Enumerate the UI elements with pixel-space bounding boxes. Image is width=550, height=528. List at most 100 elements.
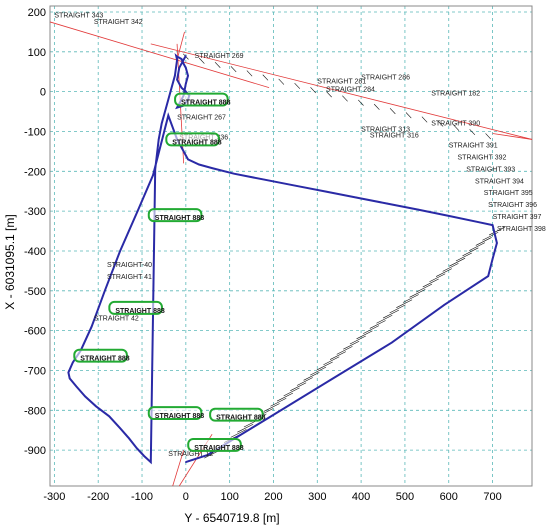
- segment-tick: [421, 116, 428, 123]
- segment-tick: [449, 257, 466, 267]
- segment-label: STRAIGHT 395: [484, 190, 533, 197]
- reference-line: [49, 21, 270, 89]
- track-point: [95, 405, 97, 408]
- segment-tick: [283, 387, 300, 397]
- segment-label: STRAIGHT 343: [54, 13, 103, 20]
- segment-tick: [323, 356, 340, 366]
- segment-label: STRAIGHT 41: [107, 274, 152, 281]
- y-tick-label: -700: [24, 365, 46, 377]
- callout-box: [108, 300, 163, 315]
- track-point: [128, 437, 130, 439]
- segment-label: STRAIGHT 397: [493, 214, 542, 221]
- track-point: [198, 163, 200, 166]
- track-point: [157, 138, 160, 141]
- segment-tick: [422, 278, 439, 288]
- track-point: [176, 58, 178, 61]
- callout-label: STRAIGHT 888: [181, 100, 231, 107]
- callout-box: [147, 406, 203, 421]
- x-tick-label: 500: [396, 491, 414, 503]
- segment-label: STRAIGHT 12: [168, 451, 213, 458]
- segment-tick: [369, 320, 386, 329]
- track-point: [68, 377, 71, 380]
- track-point: [71, 361, 74, 364]
- segment-tick: [294, 82, 301, 89]
- segment-label: STRAIGHT 398: [497, 226, 546, 233]
- segment-label: STRAIGHT 182: [431, 91, 480, 98]
- segment-tick: [409, 289, 426, 298]
- track-point: [185, 66, 187, 69]
- track-point: [491, 224, 494, 226]
- track-point: [268, 416, 270, 419]
- segment-tick: [263, 403, 280, 412]
- track-point: [182, 62, 185, 65]
- y-tick-label: -300: [24, 206, 46, 218]
- segment-tick: [343, 340, 360, 350]
- y-tick-label: -900: [24, 445, 46, 457]
- segment-label: STRAIGHT 281: [317, 79, 366, 86]
- callout-label: STRAIGHT 888: [172, 139, 222, 146]
- segment-tick: [435, 268, 452, 277]
- segment-label: STRAIGHT 396: [488, 202, 537, 209]
- segment-tick: [310, 366, 327, 376]
- segment-tick: [402, 294, 419, 303]
- segment-tick: [262, 74, 269, 81]
- segment-tick: [276, 392, 294, 402]
- segment-tick: [376, 315, 393, 324]
- callout-label: STRAIGHT 888: [216, 415, 266, 422]
- segment-tick: [336, 346, 353, 355]
- track-point: [154, 168, 156, 171]
- track-path: [67, 52, 498, 465]
- segment-label: STRAIGHT 394: [475, 178, 524, 185]
- callout-label: STRAIGHT 888: [155, 215, 205, 222]
- segment-tick: [303, 372, 320, 381]
- segment-tick: [198, 57, 205, 64]
- y-axis-title: X - 6031095.1 [m]: [3, 214, 17, 309]
- track-point: [108, 415, 110, 418]
- track-point: [180, 86, 183, 89]
- track-point: [386, 202, 389, 205]
- track-point: [478, 221, 481, 224]
- segment-tick: [382, 309, 399, 319]
- segment-tick: [462, 247, 479, 257]
- track-point: [135, 447, 138, 449]
- segment-tick: [278, 78, 285, 85]
- y-tick-label: -800: [24, 405, 46, 417]
- callout-box: [73, 348, 128, 363]
- segment-tick: [310, 87, 316, 94]
- segment-tick: [230, 429, 247, 438]
- segment-tick: [455, 252, 472, 262]
- segment-tick: [442, 263, 459, 272]
- track-point: [329, 379, 332, 381]
- segment-tick: [453, 124, 460, 131]
- callout-box: [147, 208, 203, 223]
- segment-tick: [469, 242, 486, 251]
- segment-tick: [329, 351, 346, 360]
- segment-label: STRAIGHT 313: [361, 126, 410, 133]
- x-tick-label: 100: [220, 491, 238, 503]
- y-tick-label: -500: [24, 286, 46, 298]
- callout-label: STRAIGHT 888: [80, 356, 130, 363]
- callout-box: [187, 437, 242, 452]
- track-point: [143, 455, 146, 457]
- callout-label: STRAIGHT 888: [115, 308, 165, 315]
- track-point: [119, 250, 121, 252]
- segment-tick: [485, 133, 492, 140]
- segment-label: STRAIGHT 267: [177, 115, 226, 122]
- track-point: [206, 454, 209, 456]
- segment-tick: [326, 91, 332, 98]
- segment-label: STRAIGHT 391: [449, 142, 498, 149]
- reference-line: [176, 31, 185, 60]
- track-point: [185, 90, 187, 93]
- callout-box: [174, 92, 229, 107]
- segment-tick: [246, 70, 253, 77]
- track-point: [160, 122, 163, 125]
- reference-line: [150, 43, 533, 140]
- track-point: [75, 385, 78, 388]
- track-point: [263, 178, 266, 181]
- track-point: [417, 208, 419, 211]
- track-point: [187, 158, 189, 161]
- x-tick-label: -100: [131, 491, 153, 503]
- track-point: [90, 325, 93, 328]
- segment-tick: [342, 95, 348, 102]
